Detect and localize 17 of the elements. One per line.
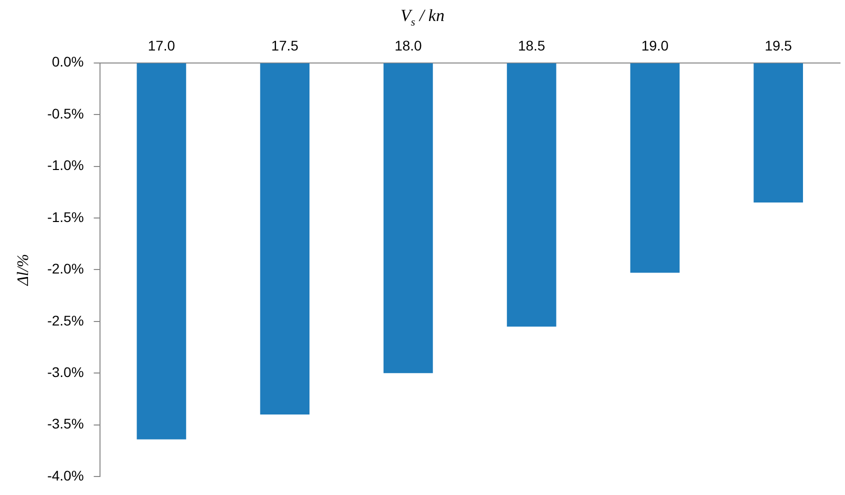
y-tick-label: -1.0% [47, 157, 84, 174]
y-tick-label: -3.0% [47, 364, 84, 380]
x-axis-title: V$_{s}$ / kn [400, 6, 446, 28]
x-tick-label: 19.0 [641, 37, 669, 54]
y-tick-label: -0.5% [47, 105, 84, 122]
x-tick-label: 18.5 [518, 37, 546, 54]
y-tick-label: -2.5% [47, 312, 84, 328]
y-axis-title: Δl/% [14, 254, 32, 287]
y-tick-label: -3.5% [47, 416, 84, 432]
x-tick-label: 17.0 [148, 37, 176, 54]
x-tick-label: 17.5 [271, 37, 299, 54]
y-tick-label: -1.5% [47, 208, 84, 225]
x-tick-label: 18.0 [394, 37, 422, 54]
y-tick-label: -2.0% [47, 260, 84, 277]
x-tick-label: 19.5 [764, 37, 792, 54]
y-tick-label: -4.0% [47, 467, 84, 484]
y-tick-label: 0.0% [52, 54, 84, 70]
